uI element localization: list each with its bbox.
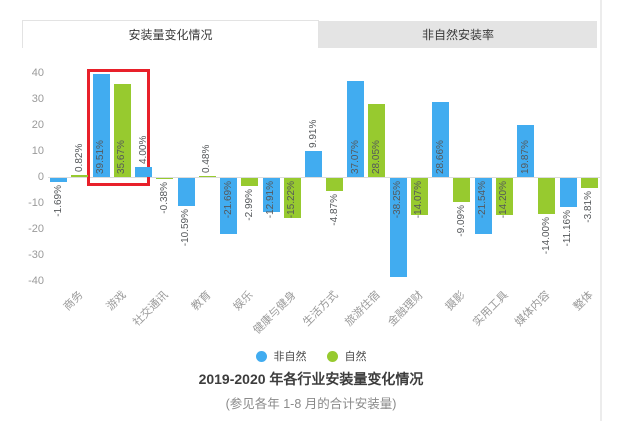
chart-bar-非自然-商务[interactable] [50,178,68,183]
x-axis-label-生活方式: 生活方式 [301,289,341,329]
legend-item-自然[interactable]: 自然 [326,348,367,364]
bar-value-label: 37.07% [349,140,361,174]
tab-install-volume-change[interactable]: 安装量变化情况 [22,20,319,48]
y-axis-tick: -10 [28,197,44,209]
bar-value-label: 0.48% [201,144,213,173]
chart-bar-自然-整体[interactable] [580,178,598,188]
chart-bar-非自然-实用工具[interactable] [474,178,492,234]
chart-bar-自然-金融理财[interactable] [410,178,428,215]
chart-bar-非自然-旅游住宿[interactable] [347,80,365,177]
chart-bar-自然-媒体内容[interactable] [538,178,556,215]
chart-bar-自然-旅游住宿[interactable] [368,104,386,177]
bar-value-label: -21.69% [222,181,234,219]
x-axis-zero-line [48,177,600,178]
bar-value-label: -14.00% [540,217,552,255]
bar-value-label: -14.07% [413,181,425,219]
chart-subtitle: (参见各年 1-8 月的合计安装量) [225,397,397,411]
chart-bar-自然-实用工具[interactable] [495,178,513,215]
bar-value-label: -0.38% [158,182,170,214]
bar-value-label: -10.59% [180,208,192,246]
bar-value-label: -9.09% [455,204,467,237]
y-axis-tick: -40 [28,275,44,287]
chart-legend: 非自然 自然 [0,348,622,364]
chart-bar-自然-生活方式[interactable] [326,178,343,191]
x-axis-label-旅游住宿: 旅游住宿 [343,289,384,329]
bar-value-label: -4.87% [328,193,340,226]
y-axis-tick: -30 [28,249,44,261]
chart-bar-非自然-金融理财[interactable] [389,178,407,278]
legend-label: 自然 [344,351,367,363]
chart-bar-自然-游戏[interactable] [113,84,131,177]
x-axis-label-实用工具: 实用工具 [470,289,511,329]
bar-value-label: 39.51% [95,140,107,174]
x-axis-label-教育: 教育 [189,289,214,314]
chart-bar-非自然-健康与健身[interactable] [262,178,280,212]
legend-dot-icon [255,350,267,362]
tab-non-organic-install-rate-label: 非自然安装率 [421,28,494,42]
bar-value-label: 35.67% [116,140,128,174]
bar-value-label: -15.22% [286,181,298,219]
y-axis-tick: 30 [31,93,44,105]
page-right-border [600,0,602,421]
x-axis-label-游戏: 游戏 [104,289,129,314]
legend-item-非自然[interactable]: 非自然 [255,348,307,364]
x-axis-label-娱乐: 娱乐 [231,289,256,314]
x-axis-label-商务: 商务 [61,289,86,314]
chart-bar-自然-商务[interactable] [71,174,89,177]
bar-value-label: -38.25% [392,181,404,219]
bar-value-label: -1.69% [52,185,64,218]
legend-dot-icon [326,350,338,362]
bar-value-label: -3.81% [583,190,595,223]
x-axis-label-金融理财: 金融理财 [385,289,426,329]
bar-value-label: 28.05% [370,140,382,174]
chart-bar-非自然-教育[interactable] [177,178,195,206]
chart-bar-非自然-生活方式[interactable] [305,151,322,177]
x-axis-label-社交通讯: 社交通讯 [131,289,171,329]
legend-label: 非自然 [273,351,307,363]
bar-value-label: -2.99% [243,188,255,221]
tab-non-organic-install-rate[interactable]: 非自然安装率 [319,21,597,48]
bar-value-label: -21.54% [477,181,489,219]
bar-value-label: 0.82% [73,143,85,172]
chart-bar-自然-摄影[interactable] [453,178,471,202]
x-axis-label-健康与健身: 健康与健身 [250,289,299,337]
chart-bar-自然-教育[interactable] [198,175,216,177]
chart-bar-非自然-媒体内容[interactable] [517,125,535,177]
bar-value-label: 4.00% [137,135,149,164]
chart-bar-非自然-游戏[interactable] [92,74,110,177]
y-axis-tick: 10 [31,145,44,157]
bar-value-label: -12.91% [265,181,277,219]
x-axis-label-媒体内容: 媒体内容 [513,289,553,329]
y-axis-tick: -20 [28,223,44,235]
bar-value-label: 19.87% [519,140,531,174]
bar-value-label: 9.91% [307,119,319,149]
chart-bar-非自然-社交通讯[interactable] [135,166,153,177]
chart-title: 2019-2020 年各行业安装量变化情况 [198,371,424,387]
chart-bar-自然-健康与健身[interactable] [283,178,301,218]
y-axis-tick: 40 [31,67,44,79]
x-axis-label-摄影: 摄影 [443,289,468,314]
chart-bar-自然-娱乐[interactable] [241,178,259,186]
chart-bar-自然-社交通讯[interactable] [156,178,174,179]
y-axis-tick: 0 [37,171,44,183]
y-axis-tick: 20 [31,119,44,131]
tab-install-volume-change-label: 安装量变化情况 [128,28,213,42]
bar-value-label: 28.66% [434,140,446,174]
chart-bar-非自然-整体[interactable] [559,178,577,208]
highlight-box-games [87,69,150,186]
bar-value-label: -11.16% [562,210,574,247]
x-axis-label-整体: 整体 [571,289,596,314]
chart-bar-非自然-娱乐[interactable] [220,178,238,235]
bar-value-label: -14.20% [498,181,510,219]
chart-bar-非自然-摄影[interactable] [432,102,450,177]
